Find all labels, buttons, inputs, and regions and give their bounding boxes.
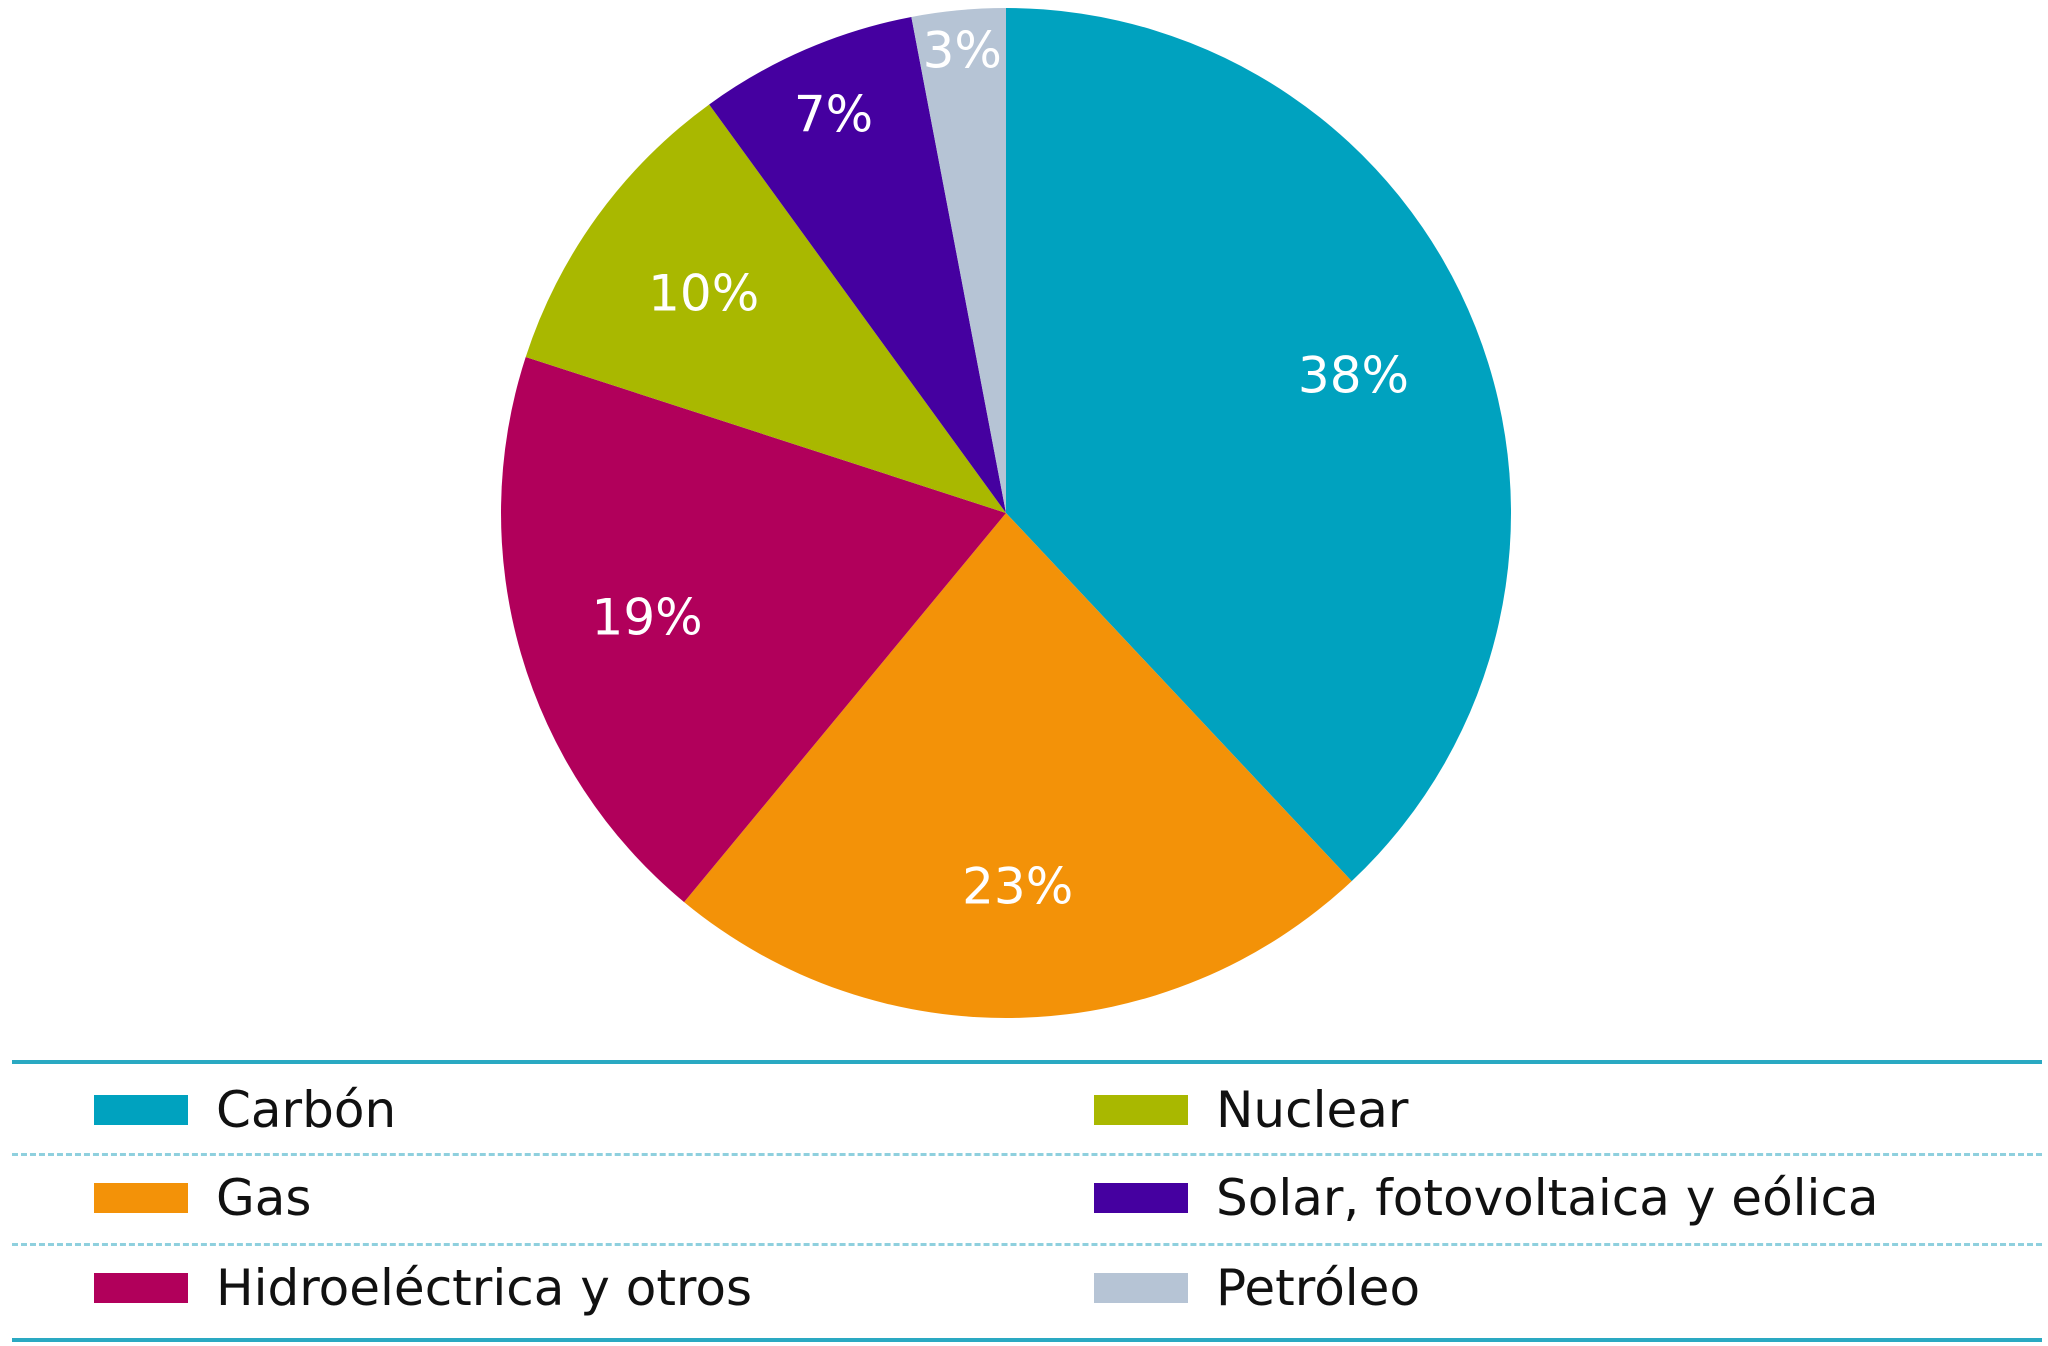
slice-label-0: 38% [1298,346,1409,404]
legend-top-rule [12,1060,2042,1064]
legend-item-nuclear: Nuclear [1094,1080,1408,1140]
pie-slice-5 [911,7,1006,513]
pie-slice-1 [684,513,1352,1019]
legend-label: Nuclear [1216,1081,1409,1139]
legend-swatch [94,1273,188,1303]
legend-label: Petróleo [1216,1259,1421,1317]
pie-slice-3 [525,104,1006,513]
slice-label-1: 23% [962,858,1073,916]
legend-item-gas: Gas [94,1168,311,1228]
pie-slices [501,7,1512,1019]
slice-label-5: 3% [923,22,1002,80]
pie-slice-4 [709,16,1006,513]
pie-labels: 38% 23% 19% 10% 7% 3% [592,22,1410,916]
legend-swatch [1094,1095,1188,1125]
legend-label: Carbón [216,1081,397,1139]
slice-label-3: 10% [648,264,759,322]
legend-item-petroleo: Petróleo [1094,1258,1420,1318]
legend-divider [12,1153,2042,1156]
legend-bottom-rule [12,1338,2042,1342]
legend-label: Gas [216,1169,312,1227]
legend-item-hidroelectrica: Hidroeléctrica y otros [94,1258,752,1318]
legend-swatch [1094,1183,1188,1213]
pie-slice-0 [1006,8,1512,882]
legend-label: Solar, fotovoltaica y eólica [1216,1169,1879,1227]
pie-slice-2 [501,356,1006,903]
legend-swatch [94,1095,188,1125]
legend-swatch [94,1183,188,1213]
legend-swatch [1094,1273,1188,1303]
legend-label: Hidroeléctrica y otros [216,1259,753,1317]
legend-item-solar: Solar, fotovoltaica y eólica [1094,1168,1879,1228]
slice-label-2: 19% [592,588,703,646]
pie-chart: 38% 23% 19% 10% 7% 3% [501,7,1512,1019]
slice-label-4: 7% [794,85,873,143]
legend-item-carbon: Carbón [94,1080,396,1140]
legend-divider [12,1243,2042,1246]
